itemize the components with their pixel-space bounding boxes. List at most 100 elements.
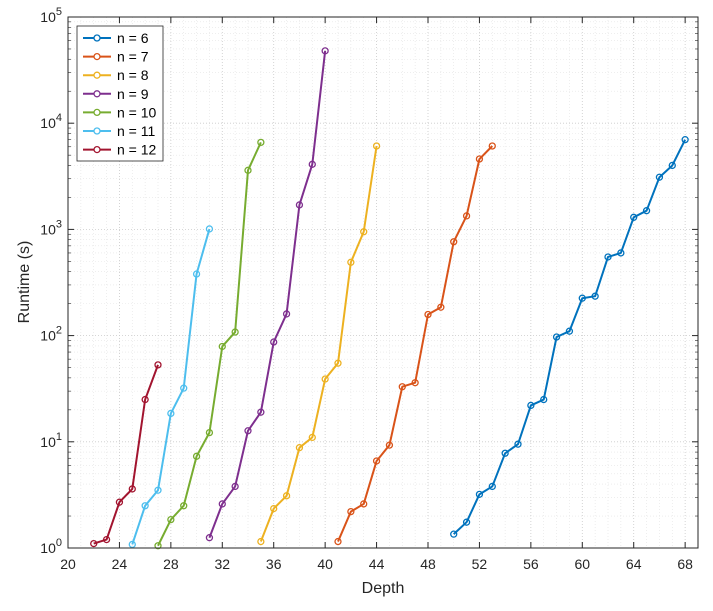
legend-marker [93,127,101,135]
data-point [257,408,265,416]
data-point [501,449,509,457]
series-layer [90,47,689,550]
legend-label: n = 8 [117,67,149,83]
x-tick-label: 36 [266,556,282,572]
legend-marker [93,90,101,98]
y-tick-label: 102 [40,325,62,344]
data-point [115,498,124,506]
data-point [462,212,471,220]
legend-label: n = 11 [117,123,155,139]
data-point [167,409,175,418]
y-tick-exponent: 4 [56,112,62,124]
x-tick-label: 20 [60,556,76,572]
legend-marker [93,108,101,117]
data-point [231,328,239,336]
data-point [218,500,226,508]
data-point [372,457,381,465]
data-point [308,433,316,442]
data-point [347,258,355,266]
data-point [630,213,638,221]
data-point [552,333,561,341]
data-point [244,166,252,174]
data-point [244,427,252,435]
data-point [514,440,522,448]
y-tick-base: 10 [40,221,56,237]
data-point [141,502,149,510]
series-line [157,141,262,547]
data-point [372,142,381,150]
major-grid [67,17,698,548]
data-point [128,485,136,493]
data-point [642,207,651,215]
data-point [475,155,484,163]
legend-entry: n = 9 [83,86,149,102]
series-line [93,364,159,545]
x-tick-labels: 20 24 28 32 36 40 44 48 52 56 60 64 68 [60,556,693,572]
y-tick-label: 104 [40,112,62,131]
legend-entry: n = 12 [83,142,157,158]
plot-frame [67,16,699,549]
x-tick-label: 56 [523,556,539,572]
y-tick-exponent: 3 [56,218,62,230]
data-point [308,160,316,168]
y-tick-base: 10 [40,328,56,344]
y-tick-base: 10 [40,9,56,25]
data-point [437,303,445,311]
data-point [347,507,355,516]
data-point [270,504,278,513]
data-point [321,47,329,55]
data-point [540,395,548,404]
data-point [257,537,265,546]
data-point [398,383,406,391]
legend-label: n = 10 [117,104,157,120]
x-tick-label: 32 [214,556,230,572]
data-point [668,161,676,170]
legend-entry: n = 8 [83,67,149,83]
y-tick-exponent: 1 [56,431,62,443]
data-point [385,441,394,449]
data-point [282,310,291,318]
series-n-11 [128,225,214,549]
data-point [154,486,162,494]
data-point [488,142,496,150]
data-point [360,500,368,508]
series-line [208,50,327,539]
series-line [337,145,494,542]
y-tick-label: 100 [40,537,62,556]
x-tick-label: 60 [574,556,590,572]
data-point [591,292,599,300]
data-point [231,482,239,491]
plot-background [68,17,698,548]
data-point [295,201,304,209]
x-tick-label: 52 [472,556,488,572]
data-point [450,530,458,538]
y-tick-base: 10 [40,434,56,450]
x-tick-label: 28 [163,556,179,572]
data-point [218,342,226,351]
data-point [270,338,278,346]
data-point [488,482,496,491]
data-point [205,225,214,233]
data-point [154,361,162,369]
y-tick-exponent: 0 [56,537,62,549]
x-tick-label: 64 [626,556,642,572]
legend-label: n = 9 [117,86,149,102]
data-point [282,492,291,500]
data-point [681,136,689,144]
legend-marker [93,52,101,61]
y-tick-base: 10 [40,540,56,556]
legend: n = 6 n = 7 n = 8 n = 9 n = 10 n = 11 n = 12 [76,25,164,162]
y-tick-label: 103 [40,218,62,237]
legend-marker [93,34,101,42]
y-tick-label: 105 [40,6,62,25]
legend-label: n = 6 [117,30,149,46]
data-point [192,452,201,460]
y-tick-exponent: 2 [56,325,62,337]
series-line [453,139,687,535]
series-n-10 [154,138,265,550]
x-tick-label: 24 [112,556,128,572]
data-point [334,537,342,546]
series-n-9 [205,47,329,542]
x-tick-label: 48 [420,556,436,572]
